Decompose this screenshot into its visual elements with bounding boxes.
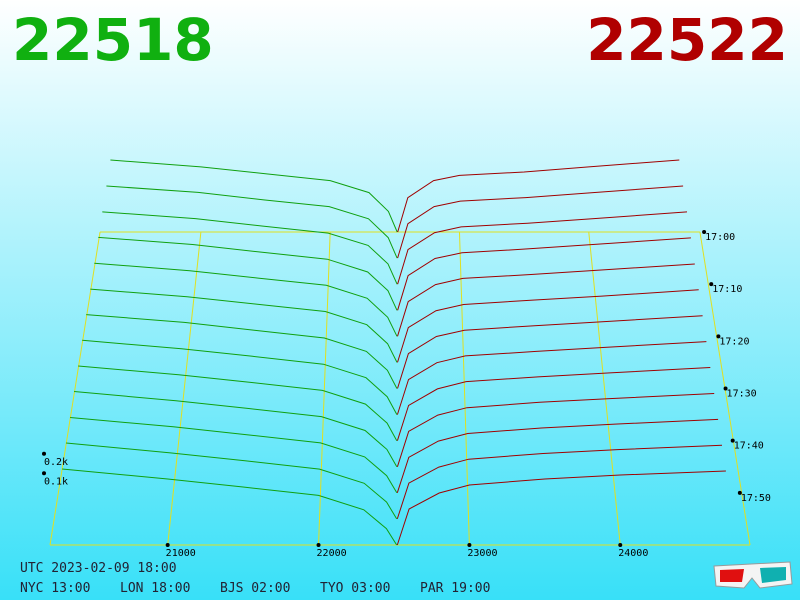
city-time: LON 18:00 [120,581,190,596]
time-tick-dot [709,282,714,287]
time-tick-dot [716,334,721,339]
ask-price: 22522 [586,6,788,74]
bid-depth-line [74,391,398,468]
bid-price: 22518 [12,6,214,74]
city-time: TYO 03:00 [320,581,390,596]
bid-depth-line [110,159,398,233]
ask-depth-line [396,444,723,520]
ask-depth-line [397,289,699,363]
bid-depth-line [78,365,398,441]
time-tick-dot [737,490,742,495]
bid-depth-line [62,468,398,546]
plot: 21000 22000 23000 24000 17:00 17:10 17:20 17:30… [42,159,771,559]
ask-depth-line [397,237,691,311]
time-tick-dot [702,230,707,234]
x-tick-dot [467,543,472,547]
ask-depth-line [397,315,703,389]
x-tick-label: 23000 [467,548,497,559]
ask-depth-line [397,185,684,259]
bid-depth-line [90,288,398,363]
bid-depth-line [106,185,398,259]
x-tick-label: 22000 [317,548,347,559]
time-tick-label: 17:50 [741,493,771,504]
ask-depth-line [397,211,688,285]
bid-depth-line [102,211,398,285]
bid-depth-line [98,236,398,311]
city-time: BJS 02:00 [220,581,290,596]
time-tick-dot [730,438,735,443]
ask-depth-line [396,418,719,493]
time-tick-label: 17:20 [719,336,749,347]
y-tick-label: 0.1k [44,476,68,487]
3d-glasses-icon [713,561,793,589]
time-tick-dot [723,386,728,391]
bid-depth-line [70,417,398,494]
bid-depth-line [82,339,398,415]
bid-depth-line [66,442,398,520]
ask-depth-line [396,470,726,546]
ask-depth-line [397,263,695,337]
utc-time: UTC 2023-02-09 18:00 [20,561,177,576]
time-tick-label: 17:10 [712,284,742,295]
ask-depth-line [396,393,715,467]
ask-depth-line [396,341,707,415]
bid-depth-line [94,262,398,337]
grid-line [458,231,470,546]
city-times: NYC 13:00 LON 18:00 BJS 02:00 TYO 03:00 PAR … [20,581,490,596]
y-tick-dot [42,471,46,476]
time-tick-label: 17:40 [734,441,764,452]
city-time: NYC 13:00 [20,581,90,596]
x-tick-dot [618,543,623,547]
floor-edge [49,231,101,546]
grid-line [588,231,621,546]
time-tick-label: 17:00 [705,232,735,243]
grid-line [318,231,331,546]
grid-line [167,231,202,546]
x-tick-label: 21000 [166,548,196,559]
ask-depth-line [397,159,680,233]
x-tick-dot [316,543,321,547]
bid-depth-line [86,314,398,389]
time-tick-label: 17:30 [727,389,757,400]
ask-depth-line [396,367,711,441]
y-tick-label: 0.2k [44,457,68,468]
y-tick-dot [42,451,46,456]
city-time: PAR 19:00 [420,581,490,596]
x-tick-dot [165,543,170,547]
x-tick-label: 24000 [618,548,648,559]
